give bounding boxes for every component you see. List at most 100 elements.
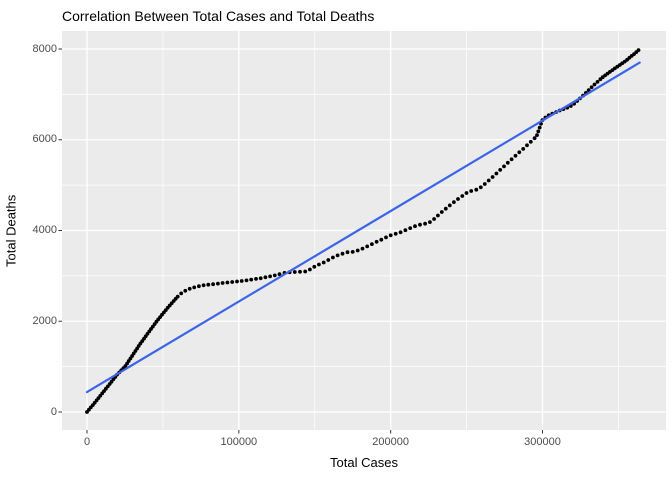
y-tick-label: 4000 (32, 224, 57, 236)
data-point (486, 178, 491, 183)
data-point (350, 250, 355, 254)
data-point (536, 129, 541, 134)
data-point (258, 276, 263, 281)
x-axis-title: Total Cases (330, 455, 398, 470)
data-point (432, 217, 436, 221)
data-point (308, 267, 312, 272)
data-point (456, 197, 460, 201)
data-point (263, 275, 268, 280)
data-point (393, 231, 398, 236)
data-point (254, 277, 258, 281)
data-point (331, 255, 335, 260)
data-point (298, 269, 302, 274)
data-point (249, 277, 254, 282)
data-point (216, 281, 220, 286)
data-point (517, 150, 522, 155)
data-point (439, 210, 444, 214)
data-point (365, 244, 370, 249)
data-point (525, 143, 529, 148)
data-point (379, 237, 384, 242)
data-point (505, 160, 510, 165)
data-point (230, 280, 235, 284)
y-tick-label: 8000 (32, 42, 57, 55)
data-point (345, 250, 350, 255)
data-point (521, 147, 526, 151)
data-point (321, 260, 326, 265)
x-tick-label: 100000 (220, 436, 258, 448)
data-point (398, 230, 403, 235)
data-point (636, 48, 641, 52)
data-point (179, 291, 184, 296)
data-point (206, 282, 211, 287)
data-point (447, 203, 452, 208)
data-point (436, 213, 440, 218)
data-point (428, 220, 432, 225)
data-point (413, 224, 417, 229)
data-point (370, 242, 374, 247)
data-point (490, 175, 495, 179)
data-point (192, 285, 197, 290)
data-point (460, 194, 465, 198)
x-tick-label: 200000 (372, 436, 410, 448)
data-point (532, 136, 537, 141)
data-point (388, 233, 393, 238)
chart-title: Correlation Between Total Cases and Tota… (62, 8, 375, 24)
data-point (513, 153, 518, 158)
data-point (326, 258, 331, 262)
data-point (595, 80, 600, 84)
data-point (478, 185, 483, 190)
data-point (474, 187, 479, 192)
data-point (277, 272, 282, 277)
data-point (235, 279, 239, 284)
data-point (355, 248, 360, 253)
data-point (201, 283, 206, 288)
data-point (482, 182, 487, 186)
data-point (464, 191, 469, 195)
data-point (408, 226, 413, 231)
data-point (418, 222, 422, 227)
data-point (187, 286, 192, 291)
data-point (340, 251, 345, 256)
data-point (494, 171, 499, 176)
data-point (509, 157, 514, 162)
data-point (239, 279, 244, 283)
data-point (335, 253, 340, 258)
data-point (498, 168, 503, 172)
data-point (423, 221, 427, 226)
x-tick-label: 300000 (524, 436, 561, 448)
data-point (469, 189, 474, 193)
data-point (384, 235, 388, 240)
data-point (268, 274, 272, 279)
data-point (443, 206, 448, 211)
data-point (403, 228, 408, 233)
y-tick-label: 2000 (32, 314, 57, 327)
data-point (272, 273, 277, 278)
data-point (374, 239, 379, 244)
data-point (175, 294, 180, 299)
x-tick-label: 0 (83, 436, 91, 448)
data-point (589, 85, 594, 90)
data-point (211, 282, 216, 287)
data-point (244, 278, 249, 283)
data-point (535, 133, 539, 138)
data-point (360, 246, 365, 251)
data-point (225, 280, 230, 285)
data-point (303, 269, 308, 274)
data-point (452, 200, 456, 205)
data-point (502, 164, 506, 169)
data-point (292, 270, 297, 274)
data-point (312, 264, 317, 269)
data-point (317, 262, 321, 267)
data-point (220, 281, 225, 285)
data-point (537, 125, 542, 130)
y-tick-label: 6000 (32, 133, 57, 146)
trend-line (85, 61, 641, 394)
data-point (183, 288, 188, 293)
data-point (528, 139, 533, 144)
data-point (592, 82, 597, 87)
data-point (197, 284, 201, 289)
y-tick-label: 0 (50, 405, 57, 418)
data-point (586, 88, 591, 92)
